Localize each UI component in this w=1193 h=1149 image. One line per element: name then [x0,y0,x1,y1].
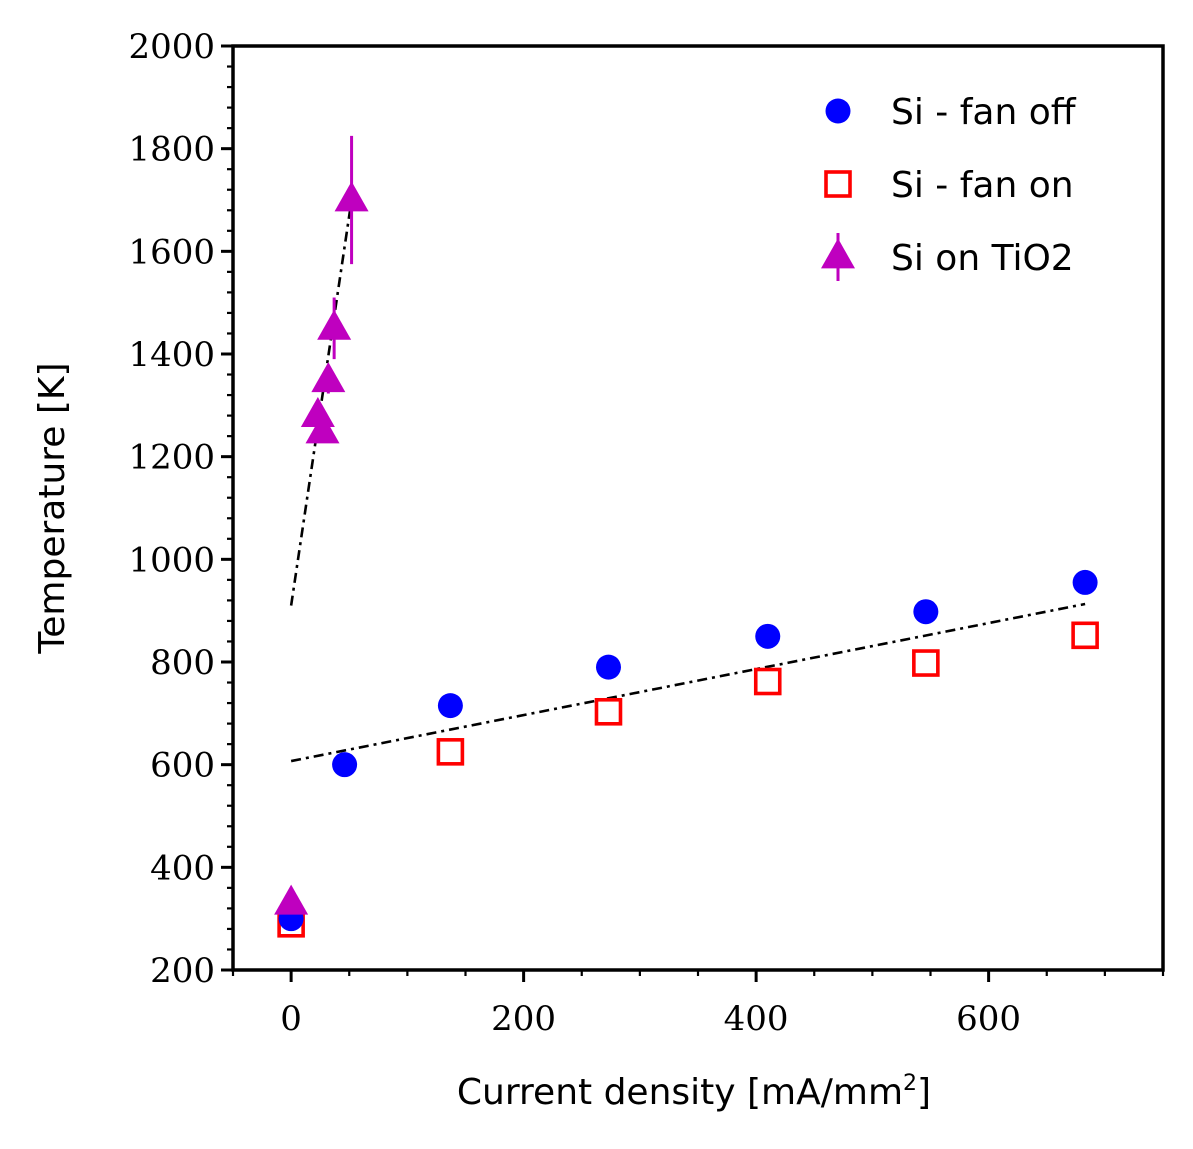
y-tick-label: 1800 [128,130,215,170]
tick-labels: 200 400 600 800 1000 1200 1400 1600 1800 2000 0 200… [128,27,1021,1039]
data-point [912,649,940,677]
legend-marker [824,170,852,198]
legend: Si - fan off Si - fan on Si on TiO2 [821,92,1077,281]
data-point [334,181,369,212]
data-point [436,738,465,766]
data-point [311,362,346,393]
y-tick-label: 1600 [128,232,215,272]
x-axis-title-superscript: 2 [903,1071,917,1096]
data-point [317,309,352,340]
data-points [274,135,1099,938]
data-point [913,599,939,625]
y-tick-label: 2000 [128,27,215,67]
legend-label: Si on TiO2 [891,238,1074,279]
data-point [755,623,781,649]
y-tick-label: 800 [150,643,215,683]
fit-line [290,602,1086,763]
y-tick-label: 1200 [128,438,215,478]
legend-label: Si - fan off [891,92,1077,133]
x-axis-title-end: ] [917,1072,931,1113]
x-tick-label: 600 [956,999,1021,1039]
fit-line [289,199,353,606]
data-point [595,654,621,680]
x-axis-title-main: Current density [mA/mm [457,1072,903,1113]
y-tick-label: 600 [150,746,215,786]
data-point [332,752,358,778]
x-tick-label: 200 [491,999,556,1039]
y-tick-label: 1400 [128,335,215,375]
y-tick-label: 400 [150,848,215,888]
data-point [1071,621,1099,650]
legend-marker [821,238,855,269]
data-point [1072,569,1098,595]
x-tick-label: 0 [280,999,302,1039]
data-point [753,667,782,696]
fit-lines [289,199,1086,763]
legend-label: Si - fan on [891,165,1074,206]
legend-marker [825,98,851,124]
plot-area-frame [231,44,1165,972]
data-point [594,697,623,726]
x-axis-title: Current density [mA/mm2] [457,1071,931,1113]
data-point [300,397,335,427]
data-point [305,413,340,444]
data-point [437,693,463,719]
y-axis-title: Temperature [K] [32,362,73,654]
x-tick-label: 400 [724,999,789,1039]
y-tick-label: 200 [150,951,215,991]
data-point [274,884,309,915]
y-tick-label: 1000 [128,540,215,580]
